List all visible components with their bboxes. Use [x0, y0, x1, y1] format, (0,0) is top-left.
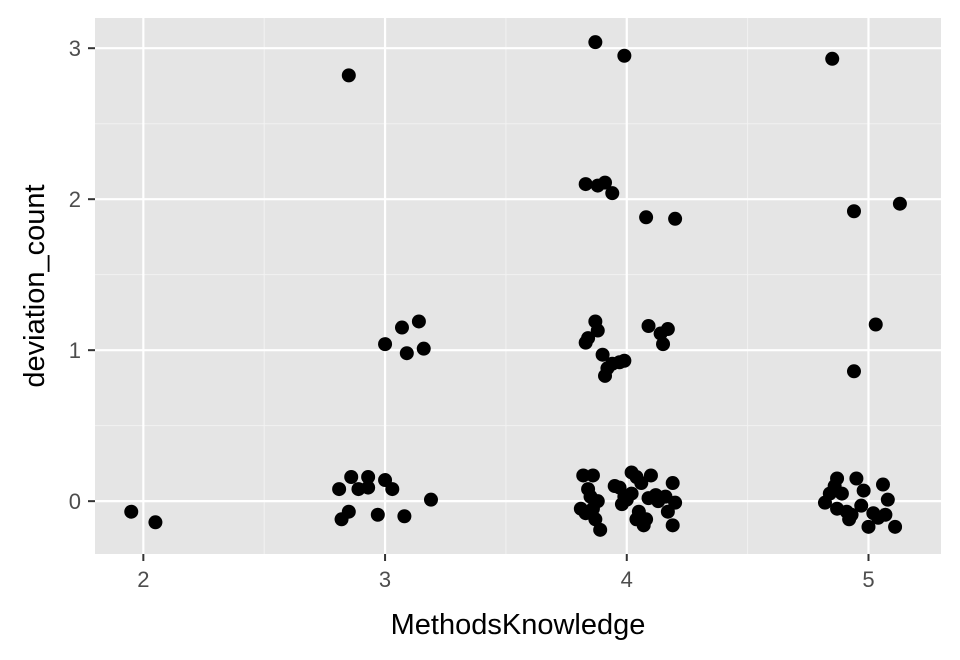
data-point: [598, 175, 613, 190]
data-point: [394, 320, 409, 335]
data-point: [588, 512, 603, 527]
data-point: [844, 507, 859, 522]
data-point: [856, 483, 871, 498]
y-tick-label: 0: [69, 489, 81, 514]
data-point: [854, 498, 869, 513]
data-point: [880, 492, 895, 507]
data-point: [385, 482, 400, 497]
data-point: [411, 314, 426, 329]
data-point: [361, 480, 376, 495]
data-point: [399, 346, 414, 361]
data-point: [892, 196, 907, 211]
data-point: [332, 482, 347, 497]
data-point: [825, 51, 840, 66]
data-point: [423, 492, 438, 507]
y-tick-label: 1: [69, 338, 81, 363]
y-tick-label: 2: [69, 187, 81, 212]
data-point: [590, 323, 605, 338]
data-point: [341, 68, 356, 83]
x-axis-title: MethodsKnowledge: [391, 609, 646, 641]
data-point: [612, 355, 627, 370]
data-point: [668, 495, 683, 510]
data-point: [834, 486, 849, 501]
data-point: [605, 186, 620, 201]
data-point: [861, 519, 876, 534]
data-point: [416, 341, 431, 356]
x-tick-label: 4: [621, 567, 633, 592]
data-point: [643, 468, 658, 483]
data-point: [617, 48, 632, 63]
data-point: [846, 364, 861, 379]
data-point: [875, 477, 890, 492]
data-point: [576, 468, 591, 483]
data-point: [641, 319, 656, 334]
data-point: [668, 211, 683, 226]
data-point: [148, 515, 163, 530]
data-point: [581, 331, 596, 346]
data-points: [124, 35, 907, 537]
data-point: [378, 337, 393, 352]
data-point: [344, 469, 359, 484]
data-point: [846, 204, 861, 219]
plot-panel: [95, 18, 941, 554]
data-point: [598, 368, 613, 383]
data-point: [593, 522, 608, 537]
data-point: [370, 507, 385, 522]
data-point: [830, 471, 845, 486]
data-point: [665, 476, 680, 491]
data-point: [361, 469, 376, 484]
data-point: [595, 347, 610, 362]
data-point: [624, 486, 639, 501]
axes: 2 3 4 5 0 1 2 3: [69, 36, 875, 592]
data-point: [590, 494, 605, 509]
y-tick-label: 3: [69, 36, 81, 61]
data-point: [878, 507, 893, 522]
data-point: [656, 337, 671, 352]
data-point: [578, 177, 593, 192]
data-point: [639, 512, 654, 527]
data-point: [124, 504, 139, 519]
y-axis-title: deviation_count: [19, 184, 51, 387]
data-point: [639, 210, 654, 225]
data-point: [588, 35, 603, 50]
data-point: [397, 509, 412, 524]
x-tick-label: 2: [137, 567, 149, 592]
data-point: [660, 322, 675, 337]
data-point: [868, 317, 883, 332]
data-point: [849, 471, 864, 486]
data-point: [665, 518, 680, 533]
x-tick-label: 3: [379, 567, 391, 592]
grid-lines: [95, 18, 941, 554]
data-point: [634, 476, 649, 491]
x-tick-label: 5: [862, 567, 874, 592]
data-point: [888, 519, 903, 534]
data-point: [341, 504, 356, 519]
data-point: [585, 468, 600, 483]
